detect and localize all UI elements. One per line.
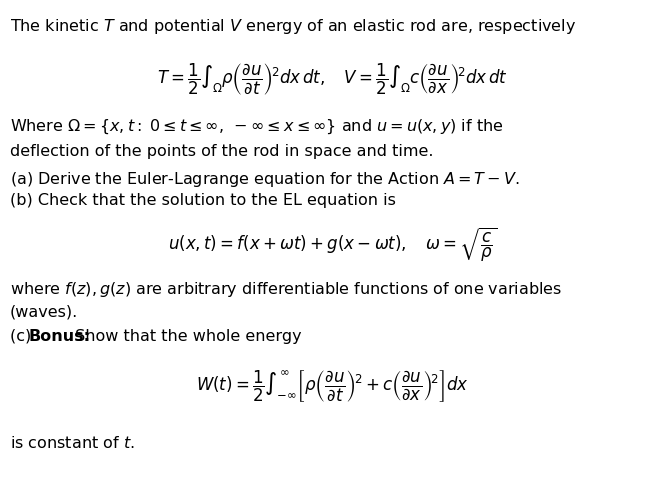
- Text: The kinetic $T$ and potential $V$ energy of an elastic rod are, respectively: The kinetic $T$ and potential $V$ energy…: [10, 17, 576, 36]
- Text: (a) Derive the Euler-Lagrange equation for the Action $A = T - V$.: (a) Derive the Euler-Lagrange equation f…: [10, 169, 519, 188]
- Text: $u(x, t) = f(x + \omega t) + g(x - \omega t), \quad \omega = \sqrt{\dfrac{c}{\rh: $u(x, t) = f(x + \omega t) + g(x - \omeg…: [168, 225, 497, 264]
- Text: is constant of $t$.: is constant of $t$.: [10, 434, 134, 450]
- Text: (c): (c): [10, 328, 37, 343]
- Text: Show that the whole energy: Show that the whole energy: [70, 328, 301, 343]
- Text: Bonus:: Bonus:: [29, 328, 90, 343]
- Text: Where $\Omega = \{x, t:\; 0 \leq t \leq \infty,\; -\infty \leq x \leq \infty\}$ : Where $\Omega = \{x, t:\; 0 \leq t \leq …: [10, 117, 503, 136]
- Text: $T = \dfrac{1}{2}\int_{\Omega} \rho\left(\dfrac{\partial u}{\partial t}\right)^{: $T = \dfrac{1}{2}\int_{\Omega} \rho\left…: [157, 61, 508, 97]
- Text: (b) Check that the solution to the EL equation is: (b) Check that the solution to the EL eq…: [10, 193, 396, 208]
- Text: deflection of the points of the rod in space and time.: deflection of the points of the rod in s…: [10, 144, 434, 159]
- Text: where $f(z), g(z)$ are arbitrary differentiable functions of one variables: where $f(z), g(z)$ are arbitrary differe…: [10, 279, 562, 298]
- Text: (waves).: (waves).: [10, 304, 78, 319]
- Text: $W(t) = \dfrac{1}{2}\int_{-\infty}^{\infty} \left[\rho\left(\dfrac{\partial u}{\: $W(t) = \dfrac{1}{2}\int_{-\infty}^{\inf…: [196, 367, 469, 403]
